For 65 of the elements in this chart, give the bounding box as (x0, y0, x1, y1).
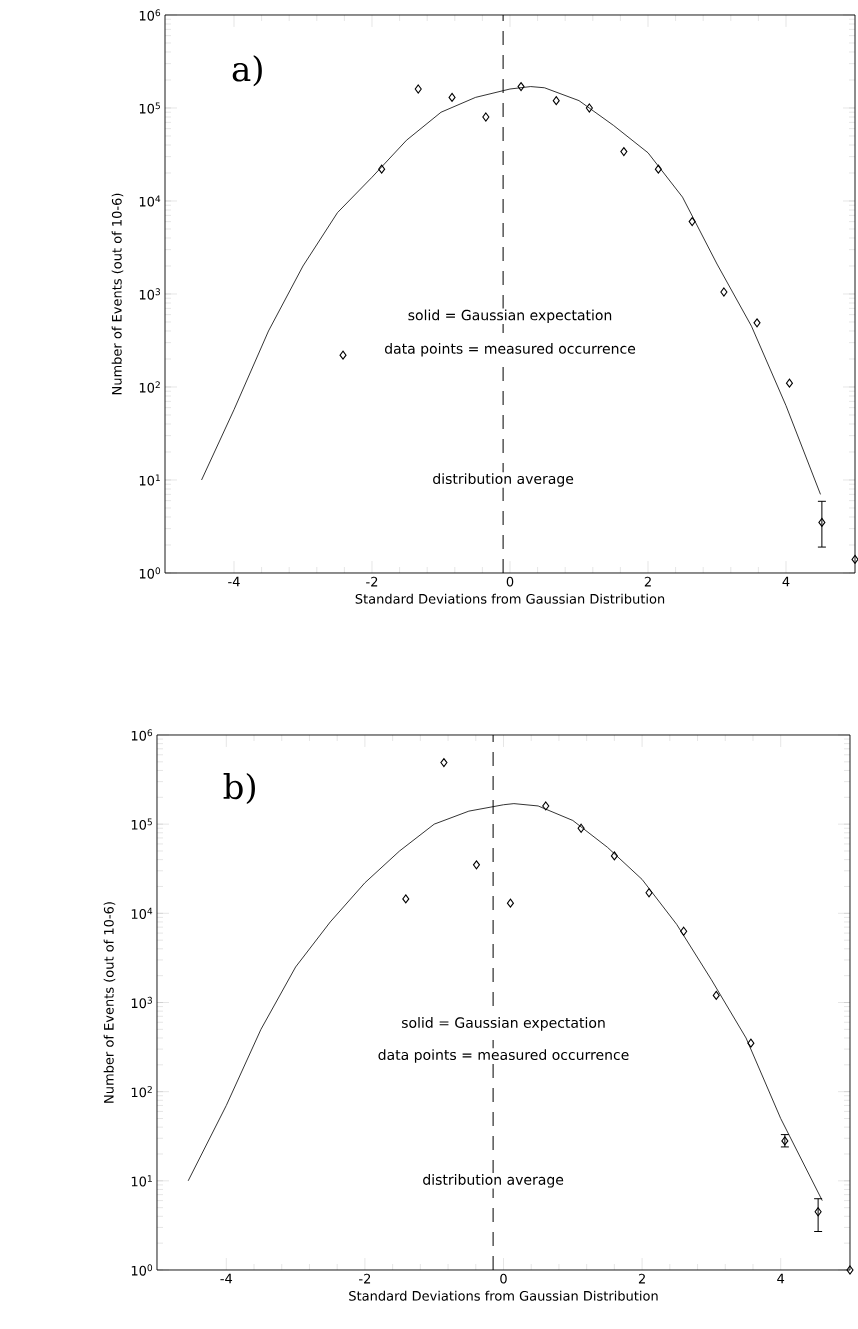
annotation: solid = Gaussian expectation (401, 1017, 605, 1031)
point (517, 82, 525, 92)
x-tick-label: 2 (644, 576, 651, 587)
point (712, 990, 720, 1000)
point (339, 350, 347, 360)
y-tick-label: 10$^{5}$ (131, 818, 152, 830)
annotation: b) (223, 772, 255, 805)
x-axis-title: Standard Deviations from Gaussian Distribution (349, 1290, 658, 1301)
ref-line-label: distribution average (433, 473, 574, 487)
point (472, 860, 481, 870)
point (645, 888, 653, 898)
y-tick-label: 10$^{4}$ (139, 195, 161, 207)
y-axis-title: Number of Events (out of 10-6) (103, 902, 116, 1103)
ref-line-label: distribution average (423, 1174, 564, 1188)
y-tick-label: 10$^{2}$ (139, 381, 160, 393)
x-axis-title: Standard Deviations from Gaussian Distribution (355, 593, 665, 604)
x-tick-label: -4 (220, 1273, 233, 1284)
y-tick-label: 10$^{0}$ (131, 1264, 153, 1276)
x-tick-label: 2 (638, 1273, 645, 1284)
x-tick-label: 0 (500, 1273, 507, 1284)
y-tick-label: 10$^{0}$ (139, 567, 161, 579)
x-tick-label: -4 (228, 576, 240, 587)
point (482, 112, 490, 122)
point (440, 758, 448, 768)
point (585, 103, 593, 113)
y-axis-title: Number of Events (out of 10-6) (111, 193, 124, 395)
point (610, 851, 618, 861)
y-tick-label: 10$^{4}$ (131, 907, 153, 919)
point (577, 823, 585, 833)
x-tick-label: 0 (506, 576, 514, 587)
point (378, 164, 386, 174)
y-tick-label: 10$^{2}$ (131, 1086, 152, 1098)
y-tick-label: 10$^{6}$ (139, 9, 161, 21)
point (414, 84, 422, 94)
point (542, 801, 550, 811)
y-tick-label: 10$^{5}$ (139, 102, 160, 114)
annotation: solid = Gaussian expectation (408, 309, 612, 324)
point (506, 898, 514, 908)
annotation: a) (232, 55, 262, 87)
y-tick-label: 10$^{1}$ (139, 474, 160, 486)
point (654, 164, 662, 174)
point (747, 1038, 755, 1048)
x-tick-label: -2 (366, 576, 378, 587)
point (402, 894, 410, 904)
annotation: data points = measured occurrence (384, 343, 636, 357)
point (785, 378, 793, 388)
x-tick-label: -2 (359, 1273, 371, 1284)
point (851, 554, 858, 564)
point (818, 517, 826, 527)
point (814, 1207, 822, 1217)
point (753, 318, 761, 328)
point (688, 217, 696, 227)
point (680, 926, 688, 936)
y-tick-label: 10$^{1}$ (131, 1175, 152, 1187)
y-tick-label: 10$^{6}$ (131, 729, 153, 741)
point (720, 287, 728, 297)
point (448, 92, 456, 102)
x-tick-label: 4 (777, 1273, 785, 1284)
point (620, 147, 628, 157)
annotation: data points = measured occurrence (378, 1049, 629, 1063)
y-tick-label: 10$^{3}$ (131, 996, 152, 1009)
x-tick-label: 4 (782, 576, 790, 587)
point (552, 96, 560, 106)
point (846, 1265, 854, 1275)
y-tick-label: 10$^{3}$ (139, 288, 160, 300)
